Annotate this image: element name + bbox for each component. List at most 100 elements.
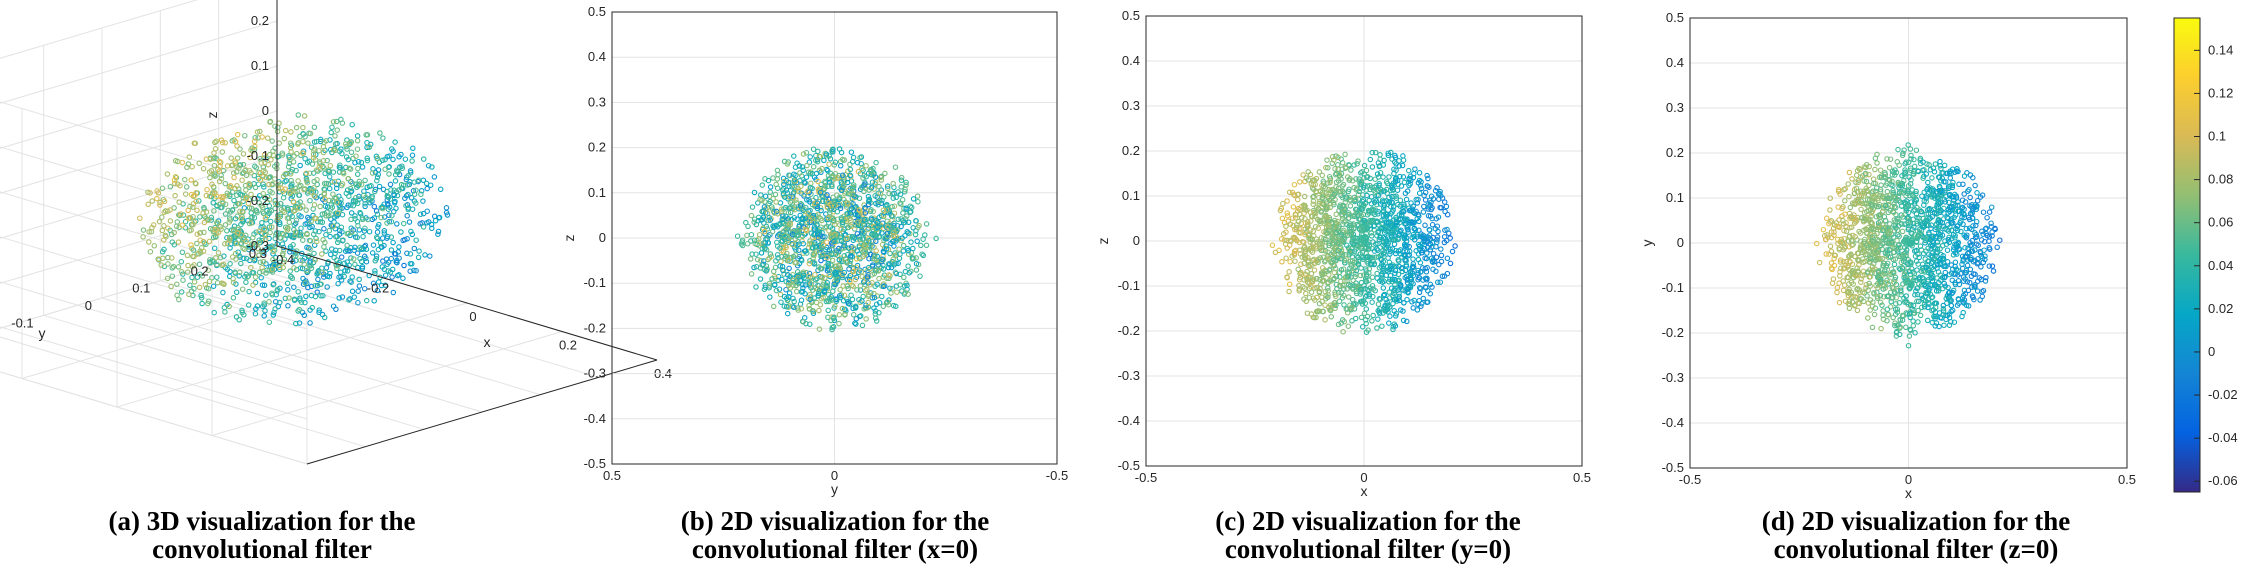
data-point — [901, 188, 908, 195]
data-point — [323, 213, 329, 219]
data-point — [266, 181, 272, 188]
data-point — [355, 158, 362, 165]
data-point — [350, 256, 357, 262]
data-point — [331, 179, 338, 185]
data-point — [207, 174, 213, 181]
data-point — [1430, 250, 1437, 257]
data-point — [375, 171, 382, 178]
data-point — [379, 157, 386, 164]
y-tick-label: 0.5 — [1122, 8, 1140, 23]
data-point — [220, 280, 226, 287]
data-point — [376, 221, 382, 228]
data-point — [222, 222, 229, 228]
data-point — [428, 221, 435, 228]
data-point — [182, 191, 189, 197]
data-point — [871, 305, 877, 311]
data-point — [243, 279, 249, 286]
data-point — [346, 193, 352, 199]
data-point — [279, 150, 286, 156]
data-point — [400, 275, 406, 282]
data-point — [213, 220, 220, 226]
data-point — [894, 289, 900, 295]
data-point — [266, 319, 273, 325]
data-point — [382, 282, 389, 288]
data-point — [403, 202, 409, 209]
scatter-points — [734, 146, 939, 333]
data-point — [245, 200, 252, 207]
data-point — [284, 227, 291, 233]
data-point — [793, 200, 800, 206]
data-point — [872, 311, 879, 317]
grid-line — [0, 20, 278, 104]
data-point — [343, 164, 349, 171]
data-point — [392, 139, 398, 145]
data-point — [293, 217, 300, 224]
data-point — [296, 212, 302, 218]
z-tick-label: -0.3 — [247, 238, 269, 253]
data-point — [226, 235, 233, 242]
data-point — [236, 273, 242, 279]
data-point — [321, 314, 328, 321]
data-point — [290, 199, 297, 205]
data-point — [297, 257, 304, 264]
data-point — [1322, 302, 1328, 308]
data-point — [164, 171, 171, 177]
data-point — [758, 250, 765, 256]
data-point — [232, 250, 239, 257]
data-point — [154, 188, 160, 194]
data-point — [339, 120, 346, 126]
data-point — [371, 215, 378, 221]
data-point — [748, 231, 755, 238]
data-point — [825, 307, 831, 314]
data-point — [344, 204, 350, 211]
data-point — [815, 148, 821, 155]
data-point — [922, 232, 928, 238]
data-point — [886, 275, 892, 282]
data-point — [236, 317, 242, 323]
data-point — [176, 296, 182, 303]
data-point — [348, 255, 354, 261]
data-point — [208, 214, 215, 221]
data-point — [306, 158, 313, 165]
data-point — [318, 293, 324, 299]
data-point — [1400, 153, 1406, 159]
x-axis-label: y — [831, 481, 838, 497]
data-point — [178, 258, 185, 265]
data-point — [326, 227, 333, 234]
data-point — [338, 196, 344, 203]
data-point — [278, 235, 284, 241]
data-point — [240, 151, 247, 157]
data-point — [190, 253, 196, 260]
data-point — [293, 320, 299, 327]
data-point — [222, 211, 229, 217]
data-point — [191, 279, 198, 285]
data-point — [392, 178, 399, 184]
data-point — [362, 203, 368, 210]
data-point — [252, 163, 258, 170]
data-point — [1403, 196, 1410, 203]
data-point — [328, 246, 335, 252]
data-point — [178, 269, 185, 275]
data-point — [187, 282, 193, 289]
data-point — [137, 215, 143, 221]
data-point — [263, 292, 269, 298]
data-point — [1310, 201, 1316, 207]
data-point — [757, 276, 764, 282]
data-point — [248, 264, 254, 271]
data-point — [147, 190, 153, 196]
data-point — [324, 284, 330, 290]
data-point — [311, 124, 318, 131]
data-point — [161, 209, 167, 216]
data-point — [202, 281, 209, 288]
data-point — [812, 271, 818, 278]
data-point — [252, 274, 259, 280]
data-point — [257, 170, 264, 177]
data-point — [915, 198, 921, 205]
data-point — [207, 156, 214, 163]
data-point — [348, 202, 354, 208]
data-point — [747, 256, 754, 262]
data-point — [388, 218, 395, 225]
data-point — [1442, 208, 1448, 215]
data-point — [161, 223, 167, 229]
